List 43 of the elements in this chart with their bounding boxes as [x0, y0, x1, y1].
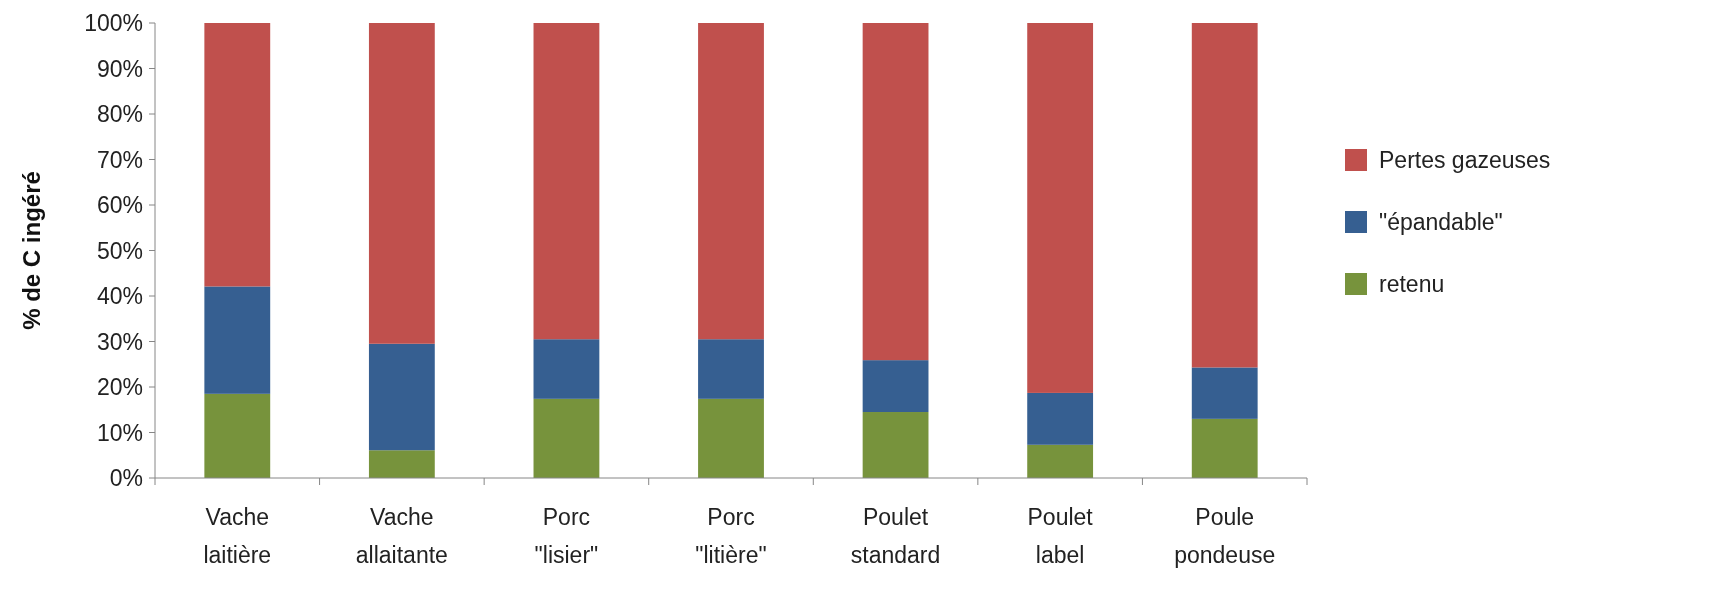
bar: [1191, 367, 1258, 419]
bar: [862, 412, 929, 478]
x-tick-label: Porc "litière": [695, 504, 767, 568]
bar: [204, 23, 271, 287]
x-tick-label: Vache allaitante: [355, 504, 448, 568]
x-tick-label: Vache laitière: [203, 504, 272, 568]
bar: [698, 398, 764, 478]
bar: [862, 360, 929, 413]
y-tick-label: 60%: [96, 192, 143, 219]
bar: [1027, 23, 1094, 393]
y-tick-label: 100%: [84, 10, 143, 37]
bar: [204, 393, 271, 478]
legend-label: Pertes gazeuses: [1379, 147, 1551, 174]
y-tick-label: 0%: [109, 465, 143, 492]
bar: [368, 343, 435, 451]
bar: [368, 450, 435, 478]
y-tick-label: 90%: [96, 55, 143, 82]
x-tick-label: Poulet label: [1027, 504, 1094, 568]
bar: [1191, 23, 1258, 368]
bar: [368, 23, 435, 344]
y-tick-label: 50%: [96, 237, 143, 264]
y-axis-title: % de C ingéré: [18, 171, 45, 330]
bar: [862, 23, 929, 361]
y-tick-label: 40%: [96, 283, 143, 310]
y-tick-label: 10%: [96, 419, 143, 446]
y-tick-label: 70%: [96, 146, 143, 173]
legend-label: "épandable": [1379, 209, 1503, 236]
y-tick-label: 30%: [96, 328, 143, 355]
x-tick-label: Porc "lisier": [534, 504, 599, 568]
bar: [1027, 444, 1094, 478]
y-tick-label: 20%: [96, 374, 143, 401]
bar: [1027, 392, 1094, 445]
x-tick-label: Poulet standard: [850, 504, 941, 568]
bar: [533, 339, 600, 399]
bar: [1191, 418, 1258, 478]
legend-label: retenu: [1379, 271, 1445, 298]
bar: [698, 23, 764, 340]
bar: [533, 23, 600, 340]
x-tick-label: Poule pondeuse: [1174, 504, 1276, 568]
bar: [698, 339, 764, 399]
bar: [204, 286, 271, 394]
bar: [533, 398, 600, 478]
y-tick-label: 80%: [96, 101, 143, 128]
